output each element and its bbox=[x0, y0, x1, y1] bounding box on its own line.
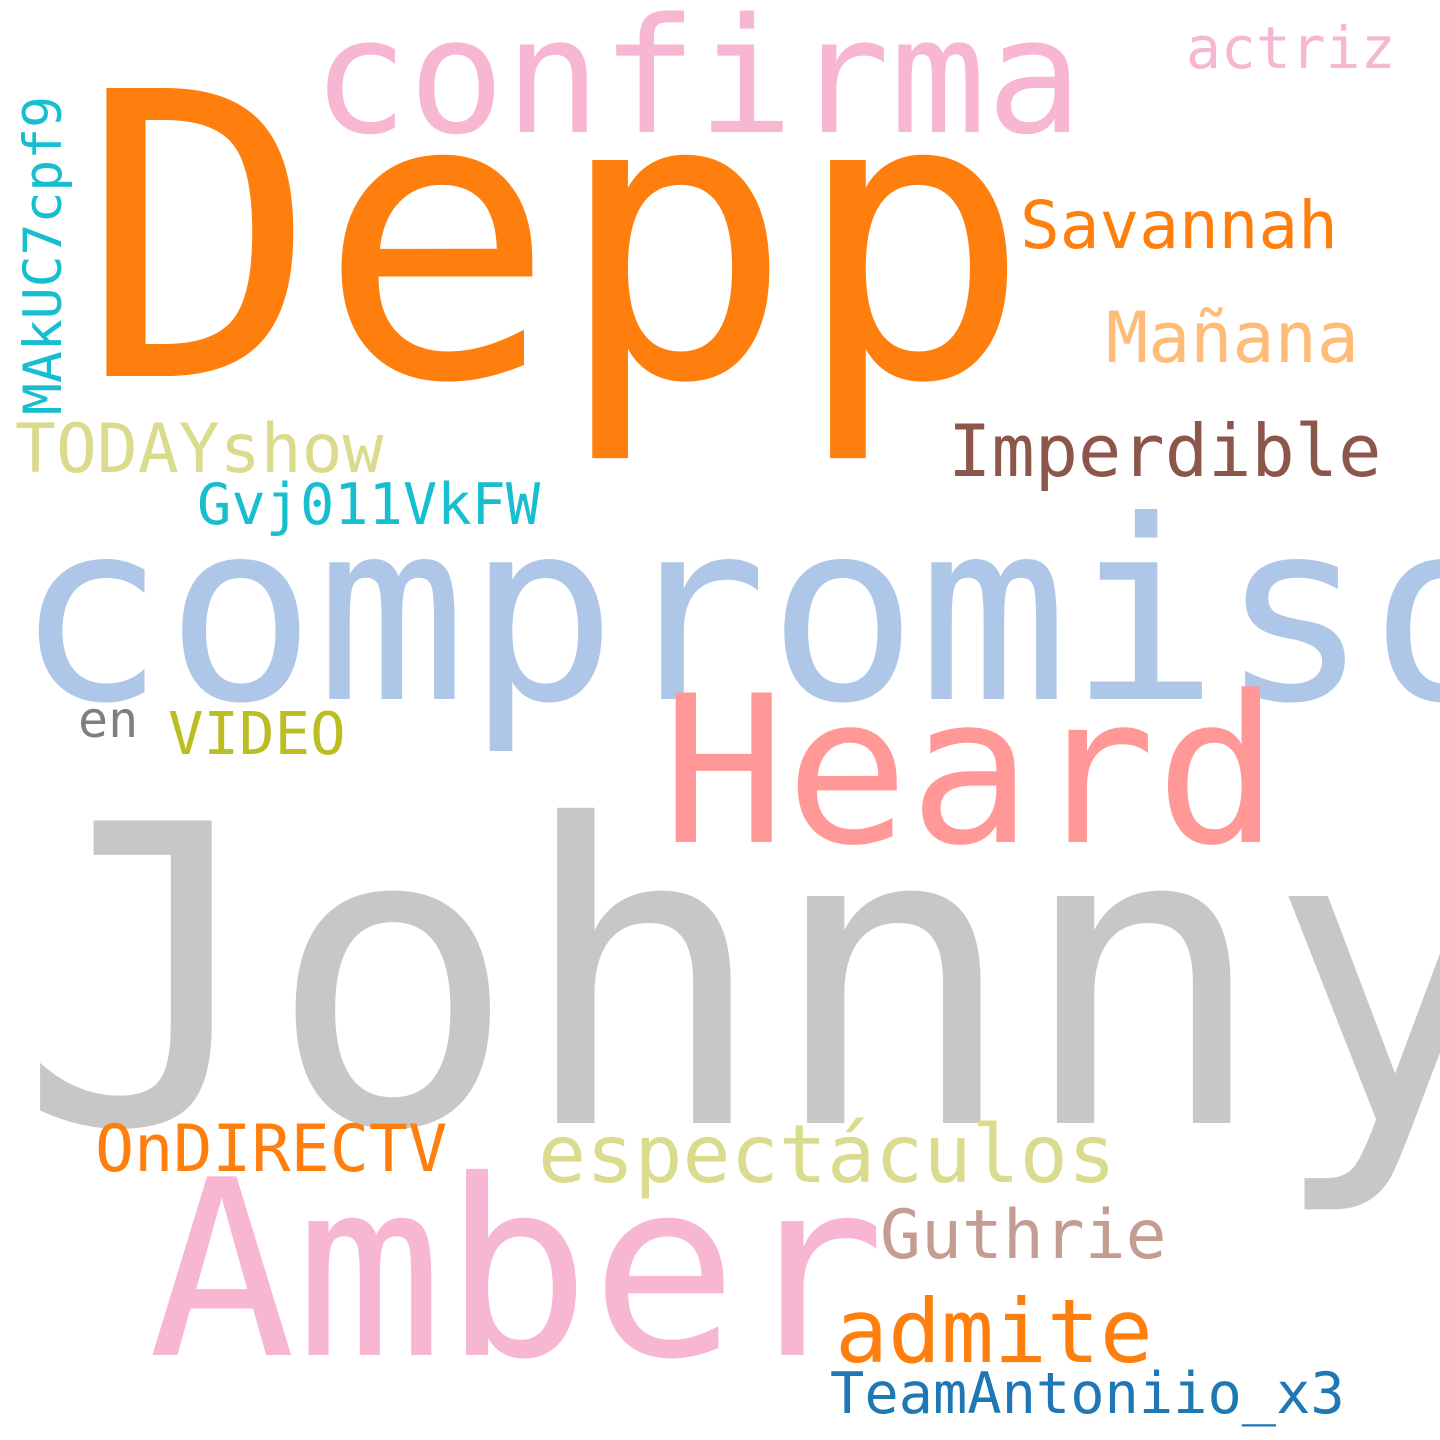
word-imperdible: Imperdible bbox=[948, 409, 1382, 493]
word-admite: admite bbox=[835, 1280, 1153, 1383]
word-guthrie: Guthrie bbox=[880, 1196, 1167, 1275]
word-video: VIDEO bbox=[168, 699, 346, 768]
word-heard: Heard bbox=[662, 653, 1280, 891]
word-en: en bbox=[78, 691, 139, 749]
word-confirma: confirma bbox=[312, 0, 1083, 170]
word-compromiso: compromiso bbox=[15, 467, 1440, 758]
word-gvj011vkfw: Gvj011VkFW bbox=[197, 472, 541, 538]
word-teamantoniio: TeamAntoniio_x3 bbox=[830, 1361, 1345, 1427]
word-todayshow: TODAYshow bbox=[15, 410, 384, 489]
word-manana: Mañana bbox=[1106, 297, 1359, 379]
word-actriz: actriz bbox=[1186, 14, 1396, 82]
word-espectaculos: espectáculos bbox=[538, 1108, 1116, 1201]
word-amber: Amber bbox=[148, 1128, 886, 1413]
word-johnny: Johnny bbox=[18, 738, 1440, 1221]
word-makuc7cpf9: MAkUC7cpf9 bbox=[13, 95, 74, 415]
word-savannah: Savannah bbox=[1020, 187, 1338, 264]
word-depp: Depp bbox=[80, 10, 1032, 470]
word-ondirectv: OnDIRECTV bbox=[95, 1112, 448, 1187]
